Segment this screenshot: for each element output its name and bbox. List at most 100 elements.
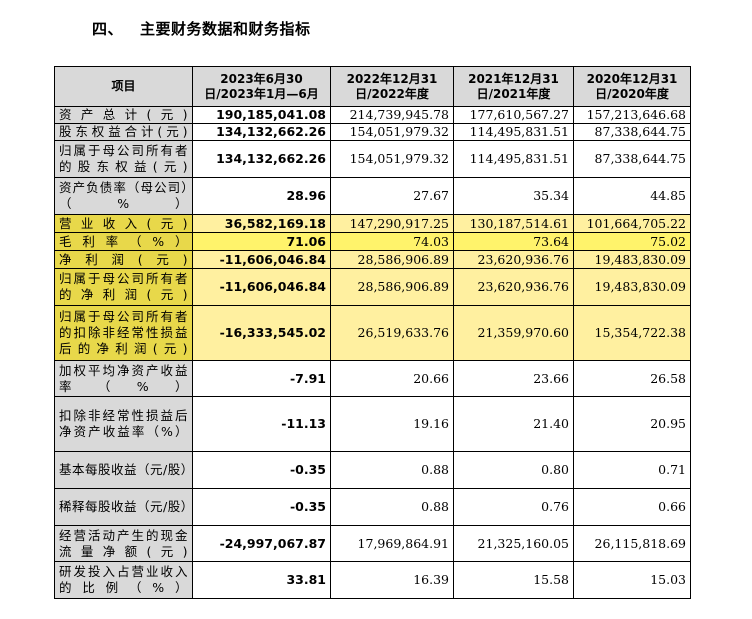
cell-value: 26,115,818.69 (573, 525, 691, 562)
row-label: 净利润(元) (54, 250, 193, 269)
cell-value: -16,333,545.02 (192, 305, 331, 361)
header-2020: 2020年12月31日/2020年度 (573, 66, 691, 107)
cell-value: 23.66 (453, 360, 574, 397)
header-item: 项目 (54, 66, 193, 107)
cell-value: 154,051,979.32 (330, 123, 454, 141)
row-label: 经营活动产生的现金流量净额(元) (54, 525, 193, 562)
table-row: 毛利率（%） 71.06 74.03 73.64 75.02 (54, 232, 691, 251)
cell-value: -11,606,046.84 (192, 268, 331, 306)
row-label: 研发投入占营业收入的比例（%） (54, 561, 193, 599)
row-label: 归属于母公司所有者的股东权益(元) (54, 140, 193, 178)
cell-value: -0.35 (192, 451, 331, 489)
cell-value: 27.67 (330, 177, 454, 215)
row-label: 扣除非经常性损益后净资产收益率（%） (54, 396, 193, 452)
cell-value: 114,495,831.51 (453, 123, 574, 141)
cell-value: 28,586,906.89 (330, 250, 454, 269)
row-label: 股东权益合计(元) (54, 123, 193, 141)
header-2021: 2021年12月31日/2021年度 (453, 66, 574, 107)
table-row: 营业收入(元) 36,582,169.18 147,290,917.25 130… (54, 214, 691, 233)
cell-value: 35.34 (453, 177, 574, 215)
row-label: 加权平均净资产收益率（%） (54, 360, 193, 397)
cell-value: 134,132,662.26 (192, 123, 331, 141)
cell-value: 17,969,864.91 (330, 525, 454, 562)
cell-value: 190,185,041.08 (192, 106, 331, 124)
row-label: 毛利率（%） (54, 232, 193, 251)
cell-value: 21,325,160.05 (453, 525, 574, 562)
row-label: 稀释每股收益（元/股） (54, 488, 193, 526)
cell-value: 28.96 (192, 177, 331, 215)
table-row: 资产总计(元) 190,185,041.08 214,739,945.78 17… (54, 106, 691, 124)
cell-value: 0.80 (453, 451, 574, 489)
row-label: 资产负债率（母公司）（%） (54, 177, 193, 215)
section-title: 主要财务数据和财务指标 (140, 20, 311, 38)
cell-value: 114,495,831.51 (453, 140, 574, 178)
row-label: 资产总计(元) (54, 106, 193, 124)
table-row: 基本每股收益（元/股） -0.35 0.88 0.80 0.71 (54, 451, 691, 489)
cell-value: 20.66 (330, 360, 454, 397)
cell-value: -11,606,046.84 (192, 250, 331, 269)
cell-value: 101,664,705.22 (573, 214, 691, 233)
cell-value: 87,338,644.75 (573, 140, 691, 178)
cell-value: 33.81 (192, 561, 331, 599)
row-label: 归属于母公司所有者的扣除非经常性损益后的净利润(元) (54, 305, 193, 361)
cell-value: 23,620,936.76 (453, 250, 574, 269)
cell-value: 73.64 (453, 232, 574, 251)
cell-value: 177,610,567.27 (453, 106, 574, 124)
cell-value: 26.58 (573, 360, 691, 397)
cell-value: 19.16 (330, 396, 454, 452)
cell-value: 0.88 (330, 488, 454, 526)
table-row: 净利润(元) -11,606,046.84 28,586,906.89 23,6… (54, 250, 691, 269)
cell-value: 75.02 (573, 232, 691, 251)
table-row: 扣除非经常性损益后净资产收益率（%） -11.13 19.16 21.40 20… (54, 396, 691, 452)
cell-value: 28,586,906.89 (330, 268, 454, 306)
cell-value: 71.06 (192, 232, 331, 251)
cell-value: 21,359,970.60 (453, 305, 574, 361)
cell-value: 26,519,633.76 (330, 305, 454, 361)
table-row: 稀释每股收益（元/股） -0.35 0.88 0.76 0.66 (54, 488, 691, 526)
table-row: 经营活动产生的现金流量净额(元) -24,997,067.87 17,969,8… (54, 525, 691, 562)
table-row: 资产负债率（母公司）（%） 28.96 27.67 35.34 44.85 (54, 177, 691, 215)
cell-value: 87,338,644.75 (573, 123, 691, 141)
cell-value: 23,620,936.76 (453, 268, 574, 306)
cell-value: 36,582,169.18 (192, 214, 331, 233)
cell-value: 0.88 (330, 451, 454, 489)
cell-value: -7.91 (192, 360, 331, 397)
cell-value: 130,187,514.61 (453, 214, 574, 233)
cell-value: 74.03 (330, 232, 454, 251)
table-row: 股东权益合计(元) 134,132,662.26 154,051,979.32 … (54, 123, 691, 141)
cell-value: 19,483,830.09 (573, 250, 691, 269)
cell-value: 214,739,945.78 (330, 106, 454, 124)
cell-value: 147,290,917.25 (330, 214, 454, 233)
table-row: 归属于母公司所有者的净利润(元) -11,606,046.84 28,586,9… (54, 268, 691, 306)
cell-value: 0.71 (573, 451, 691, 489)
table-row: 研发投入占营业收入的比例（%） 33.81 16.39 15.58 15.03 (54, 561, 691, 599)
table-row: 归属于母公司所有者的扣除非经常性损益后的净利润(元) -16,333,545.0… (54, 305, 691, 361)
cell-value: -11.13 (192, 396, 331, 452)
cell-value: 157,213,646.68 (573, 106, 691, 124)
table-row: 归属于母公司所有者的股东权益(元) 134,132,662.26 154,051… (54, 140, 691, 178)
cell-value: 20.95 (573, 396, 691, 452)
cell-value: -0.35 (192, 488, 331, 526)
cell-value: 0.66 (573, 488, 691, 526)
financial-data-table: 项目 2023年6月30日/2023年1月—6月 2022年12月31日/202… (54, 66, 691, 599)
header-2022: 2022年12月31日/2022年度 (330, 66, 454, 107)
cell-value: 44.85 (573, 177, 691, 215)
row-label: 营业收入(元) (54, 214, 193, 233)
cell-value: 15.03 (573, 561, 691, 599)
row-label: 基本每股收益（元/股） (54, 451, 193, 489)
cell-value: 15,354,722.38 (573, 305, 691, 361)
cell-value: 21.40 (453, 396, 574, 452)
table-row: 加权平均净资产收益率（%） -7.91 20.66 23.66 26.58 (54, 360, 691, 397)
header-2023h1: 2023年6月30日/2023年1月—6月 (192, 66, 331, 107)
cell-value: 134,132,662.26 (192, 140, 331, 178)
cell-value: 15.58 (453, 561, 574, 599)
row-label: 归属于母公司所有者的净利润(元) (54, 268, 193, 306)
cell-value: 0.76 (453, 488, 574, 526)
cell-value: -24,997,067.87 (192, 525, 331, 562)
cell-value: 16.39 (330, 561, 454, 599)
section-heading: 四、 主要财务数据和财务指标 (92, 18, 311, 39)
table-header-row: 项目 2023年6月30日/2023年1月—6月 2022年12月31日/202… (54, 66, 691, 107)
cell-value: 19,483,830.09 (573, 268, 691, 306)
cell-value: 154,051,979.32 (330, 140, 454, 178)
section-number: 四、 (92, 20, 124, 38)
